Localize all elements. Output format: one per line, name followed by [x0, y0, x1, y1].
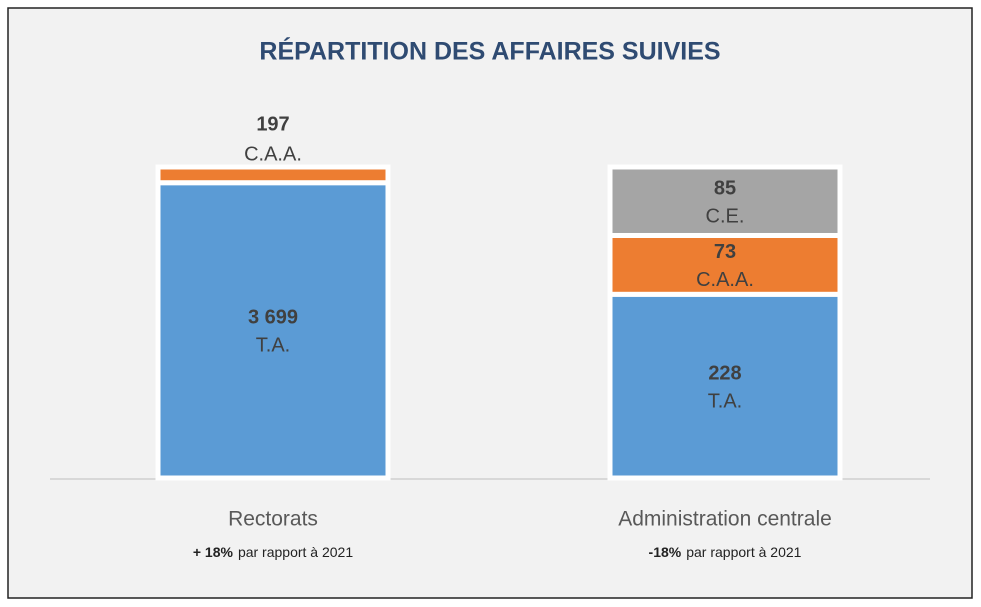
change-note: -18% par rapport à 2021 — [649, 544, 802, 560]
bar-segment — [155, 180, 391, 481]
x-tick-label: Administration centrale — [618, 508, 832, 531]
series-label: T.A. — [256, 335, 290, 357]
value-label: 3 699 — [248, 307, 298, 329]
value-label: 228 — [708, 362, 741, 384]
change-text: par rapport à 2021 — [238, 544, 353, 560]
value-label: 73 — [714, 241, 736, 263]
series-label: T.A. — [708, 390, 742, 412]
bar-segment — [607, 232, 843, 297]
change-value: -18% — [649, 544, 682, 560]
x-tick-label: Rectorats — [228, 508, 318, 531]
bar-segment — [155, 164, 391, 186]
value-label: 197 — [256, 113, 289, 135]
bar-segment — [607, 164, 843, 238]
value-label: 85 — [714, 178, 736, 200]
bar-segment — [607, 291, 843, 481]
series-label: C.A.A. — [244, 143, 302, 165]
series-label: C.E. — [706, 206, 745, 228]
chart-title: RÉPARTITION DES AFFAIRES SUIVIES — [259, 37, 720, 66]
change-value: + 18% — [193, 544, 234, 560]
series-label: C.A.A. — [696, 269, 754, 291]
change-note: + 18% par rapport à 2021 — [193, 544, 354, 560]
change-text: par rapport à 2021 — [686, 544, 801, 560]
